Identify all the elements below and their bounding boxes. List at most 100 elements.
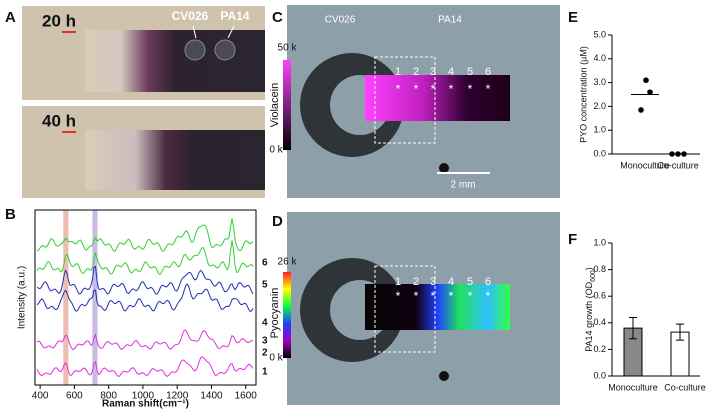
y-axis-label-part: ) [584, 267, 594, 270]
arrow [192, 25, 197, 39]
y-tick-label: 1.0 [593, 125, 606, 135]
strain-label: PA14 [438, 15, 462, 26]
y-axis-label: PA14 growth (OD600) [584, 267, 596, 352]
spot-marker: * [468, 289, 473, 303]
box [374, 56, 436, 144]
x-tick-label: 1000 [132, 391, 155, 402]
spectrum [36, 265, 254, 295]
panel-c: 2 mm CV026 PA14 Violacein 50 k 0 k [269, 5, 560, 198]
y-tick-label: 0.0 [593, 370, 606, 380]
colorbar-title: Violacein [269, 83, 281, 127]
trace-label: 2 [262, 348, 268, 359]
panel-label: A [5, 9, 16, 26]
spot-number: 3 [430, 66, 436, 78]
colorbar [283, 272, 291, 358]
band [92, 210, 98, 385]
colorbar-min: 0 k [269, 353, 283, 364]
box [374, 265, 436, 353]
y-tick-label: 0.8 [593, 264, 606, 274]
strip [85, 130, 265, 190]
strain-label: PA14 [220, 9, 249, 23]
pit [439, 371, 449, 381]
strain-label: CV026 [325, 15, 356, 26]
x-axis-label: Raman shift(cm⁻¹) [102, 399, 189, 410]
arrow [227, 25, 235, 39]
panel-label: E [568, 9, 578, 26]
spot-marker: * [486, 289, 491, 303]
point [675, 151, 681, 157]
y-tick-label: 0.2 [593, 344, 606, 354]
spot-number: 6 [485, 66, 491, 78]
strip [85, 30, 265, 92]
x-tick-label: Monoculture [608, 382, 658, 392]
spot-number: 4 [448, 66, 454, 78]
spectrum [36, 329, 254, 351]
trace-label: 3 [262, 336, 268, 347]
spot-marker: * [414, 289, 419, 303]
trace-label: 1 [262, 367, 268, 378]
spot-number: 2 [413, 276, 419, 288]
band [63, 210, 69, 385]
y-axis-label: Intensity (a.u.) [17, 266, 28, 329]
spot-marker: * [486, 82, 491, 96]
strip [365, 284, 510, 330]
strain-label: CV026 [172, 9, 209, 23]
panel-label: F [568, 231, 577, 248]
spot-marker: * [414, 82, 419, 96]
x-tick-label: Co-culture [664, 382, 706, 392]
spot-number: 1 [395, 276, 401, 288]
x-tick-label: Monoculture [620, 160, 670, 170]
spot-marker: * [396, 289, 401, 303]
spot-marker: * [431, 289, 436, 303]
panel-a: 20 h 40 h CV026 PA14 [22, 6, 265, 198]
colorbar-max: 50 k [278, 43, 298, 54]
x-tick-label: 1600 [235, 391, 258, 402]
error-bar [676, 323, 684, 341]
y-tick-label: 0.4 [593, 317, 606, 327]
colorbar-title: Pyocyanin [269, 288, 281, 339]
strip [365, 75, 510, 121]
trace-label: 5 [262, 280, 268, 291]
y-tick-label: 5.0 [593, 29, 606, 39]
y-tick-label: 2.0 [593, 101, 606, 111]
spectrum [36, 356, 254, 377]
y-axis-label-part: 600 [590, 270, 597, 282]
pit [439, 163, 449, 173]
trace-label: 6 [262, 258, 268, 269]
point [647, 89, 653, 95]
spot-number: 1 [395, 66, 401, 78]
panel-label: B [5, 206, 16, 223]
spot-marker: * [449, 289, 454, 303]
y-tick-label: 1.0 [593, 237, 606, 247]
y-tick-label: 4.0 [593, 53, 606, 63]
panel-label: C [272, 9, 283, 26]
y-tick-label: 0.6 [593, 291, 606, 301]
y-axis-label-part: PA14 growth (OD [584, 281, 594, 351]
point [681, 151, 687, 157]
error-bar [629, 316, 637, 340]
panel-label: D [272, 213, 283, 230]
x-tick-label: 600 [66, 391, 83, 402]
spot-number: 2 [413, 66, 419, 78]
point [643, 77, 649, 84]
point [638, 107, 644, 113]
y-tick-label: 3.0 [593, 77, 606, 87]
panel-d: Pyocyanin 26 k 0 k [269, 212, 560, 405]
trace-label: 4 [262, 318, 268, 329]
spot [214, 39, 236, 61]
axes-frame [34, 209, 257, 386]
x-tick-label: 1200 [166, 391, 189, 402]
point [669, 151, 675, 157]
scale-label: 2 mm [451, 180, 476, 191]
spot-number: 6 [485, 276, 491, 288]
time-label: 20 h [42, 11, 76, 30]
y-tick-label: 0.0 [593, 148, 606, 158]
spot-number: 5 [467, 276, 473, 288]
spot [184, 39, 206, 61]
spot-marker: * [396, 82, 401, 96]
colorbar-max: 26 k [278, 257, 298, 268]
spectrum [36, 218, 254, 253]
spot-number: 3 [430, 276, 436, 288]
